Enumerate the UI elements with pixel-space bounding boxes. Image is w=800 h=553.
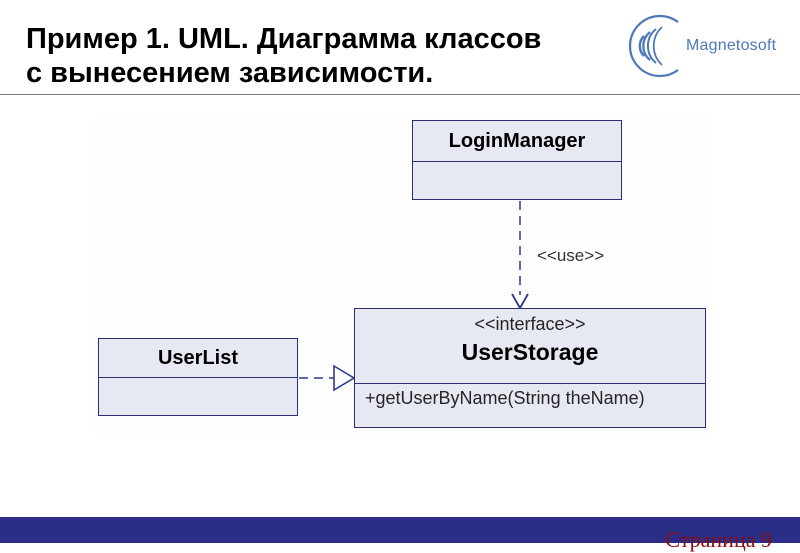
brand-logo: Magnetosoft [624, 12, 784, 80]
class-user-list: UserList [98, 338, 298, 416]
class-stereotype: <<interface>> [355, 313, 705, 335]
class-login-manager: LoginManager [412, 120, 622, 200]
class-header: <<interface>> UserStorage [355, 309, 705, 384]
edge-use [512, 201, 528, 308]
uml-diagram: <<use>> LoginManager UserList <<interfac… [92, 116, 712, 436]
edge-use-label: <<use>> [537, 246, 604, 266]
class-member: +getUserByName(String theName) [355, 384, 705, 415]
edge-realize [299, 366, 354, 390]
title-separator [0, 94, 800, 95]
class-body: +getUserByName(String theName) [355, 384, 705, 415]
page-number: Страница 9 [665, 527, 772, 553]
class-name: LoginManager [413, 121, 621, 162]
logo-mark-icon [624, 14, 688, 78]
title-line-1: Пример 1. UML. Диаграмма классов [26, 22, 606, 56]
interface-user-storage: <<interface>> UserStorage +getUserByName… [354, 308, 706, 428]
class-name: UserStorage [355, 335, 705, 369]
logo-text: Magnetosoft [686, 37, 776, 55]
class-name: UserList [99, 339, 297, 378]
title-line-2: с вынесением зависимости. [26, 56, 606, 90]
slide-title: Пример 1. UML. Диаграмма классов с вынес… [26, 22, 606, 90]
